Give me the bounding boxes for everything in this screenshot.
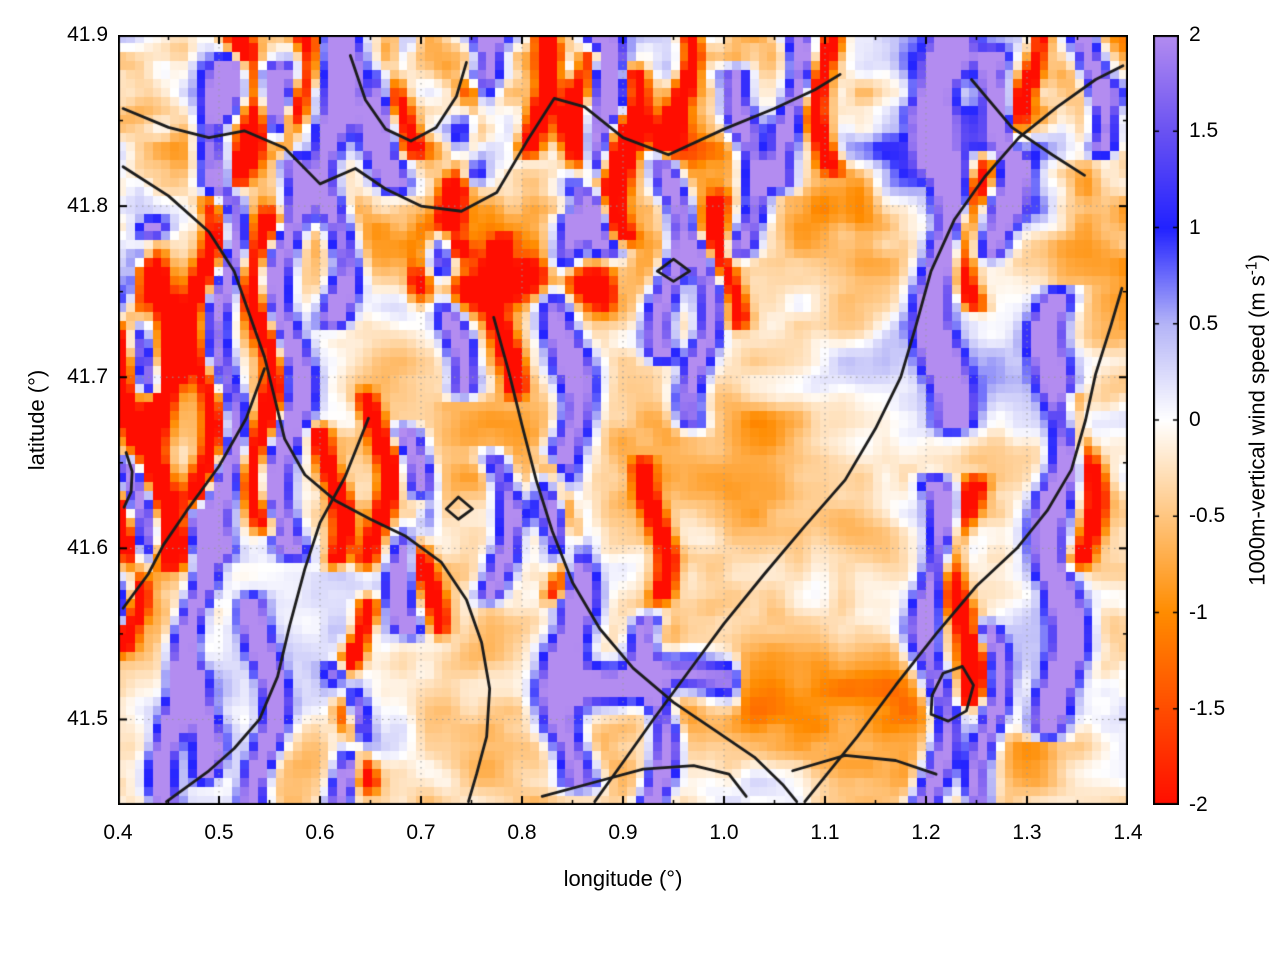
- y-tick-label: 41.8: [67, 194, 108, 218]
- x-tick-label: 1.3: [1012, 821, 1042, 844]
- x-tick-label: 1.4: [1113, 821, 1143, 844]
- x-tick-label: 1.0: [709, 821, 739, 844]
- colorbar-label-close: ): [1244, 254, 1270, 262]
- colorbar-tick-label: -1.5: [1189, 696, 1226, 720]
- x-tick-label: 1.1: [810, 821, 840, 844]
- colorbar-tick-label: 2: [1189, 23, 1201, 46]
- y-tick-label: 41.7: [67, 365, 108, 389]
- y-axis-label: latitude (°): [24, 369, 49, 471]
- x-axis-label: longitude (°): [563, 866, 683, 891]
- y-axis-tick-labels: 41.5 41.6 41.7 41.8 41.9: [24, 23, 108, 805]
- colorbar-axis-label: 1000m-vertical wind speed (m s-1): [1243, 254, 1270, 586]
- colorbar-tick-label: 1: [1189, 215, 1201, 239]
- heatmap-canvas: [118, 35, 1128, 805]
- colorbar-canvas: [1153, 35, 1179, 805]
- x-tick-label: 0.6: [305, 821, 335, 844]
- colorbar-label-superscript: -1: [1243, 261, 1261, 276]
- y-tick-label: 41.5: [67, 707, 108, 731]
- x-tick-label: 0.4: [103, 821, 133, 844]
- x-axis-tick-labels: 0.4 0.5 0.6 0.7 0.8 0.9 1.0 1.1 1.2 1.3 1.4: [103, 820, 1142, 850]
- colorbar-tick-label: -1: [1189, 600, 1208, 624]
- x-tick-label: 0.5: [204, 821, 234, 844]
- x-tick-label: 1.2: [911, 821, 941, 844]
- x-tick-label: 0.8: [507, 821, 537, 844]
- x-tick-label: 0.7: [406, 821, 436, 844]
- y-tick-label: 41.9: [67, 23, 108, 46]
- colorbar-tick-labels: 2 1.5 1 0.5 0 -0.5 -1 -1.5 -2: [1189, 23, 1269, 816]
- x-tick-label: 0.9: [608, 821, 638, 844]
- colorbar-tick-label: 0: [1189, 408, 1201, 431]
- colorbar-tick-label: -0.5: [1189, 504, 1226, 528]
- colorbar-label-text: 1000m-vertical wind speed (m s: [1244, 275, 1270, 586]
- y-tick-label: 41.6: [67, 536, 108, 560]
- colorbar-tick-label: -2: [1189, 793, 1208, 816]
- colorbar-tick-label: 0.5: [1189, 311, 1219, 335]
- colorbar-tick-label: 1.5: [1189, 119, 1219, 143]
